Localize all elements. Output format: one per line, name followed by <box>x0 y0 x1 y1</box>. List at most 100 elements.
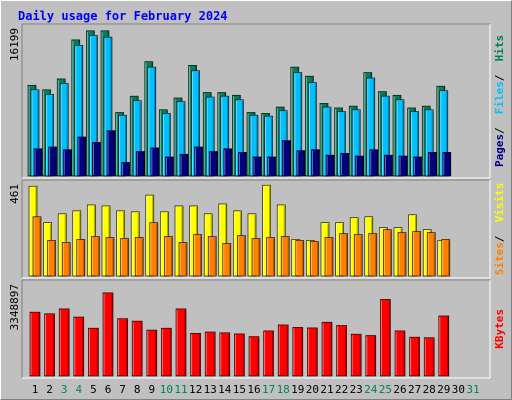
axis-label-kbytes: KBytes <box>493 309 506 349</box>
bar-sites-day-3 <box>61 242 71 277</box>
axis-label-pages: Pages <box>493 134 506 167</box>
bar-kbytes-day-11 <box>175 308 187 377</box>
axis-label-separator: / <box>493 235 506 242</box>
x-tick-day-11: 11 <box>174 383 187 396</box>
x-tick-day-22: 22 <box>335 383 348 396</box>
bar-kbytes-day-23 <box>350 333 362 377</box>
bar-sites-day-28 <box>426 232 436 277</box>
bar-kbytes-day-10 <box>161 327 172 377</box>
bar-sites-day-23 <box>353 234 363 277</box>
bar-kbytes-day-16 <box>248 336 260 377</box>
bar-pages-day-7 <box>121 162 130 177</box>
x-tick-day-30: 30 <box>452 383 465 396</box>
bar-sites-day-20 <box>310 241 319 277</box>
bar-pages-day-18 <box>281 140 291 177</box>
x-tick-day-2: 2 <box>46 383 53 396</box>
bar-pages-day-8 <box>135 151 145 177</box>
x-tick-day-21: 21 <box>320 383 333 396</box>
bar-kbytes-day-4 <box>73 316 85 377</box>
x-tick-day-12: 12 <box>189 383 202 396</box>
bar-sites-day-19 <box>295 240 305 277</box>
bar-pages-day-27 <box>413 156 422 177</box>
bar-kbytes-day-13 <box>204 331 216 377</box>
bar-kbytes-day-25 <box>380 299 391 377</box>
bar-sites-day-18 <box>280 236 290 277</box>
x-tick-day-27: 27 <box>408 383 421 396</box>
axis-label-sites: Sites <box>493 242 506 275</box>
x-tick-day-25: 25 <box>379 383 392 396</box>
bar-pages-day-9 <box>150 147 160 177</box>
bar-kbytes-day-1 <box>29 311 41 377</box>
x-tick-day-15: 15 <box>233 383 246 396</box>
x-tick-day-7: 7 <box>119 383 126 396</box>
bar-kbytes-day-19 <box>292 327 304 377</box>
bar-sites-day-5 <box>91 236 100 277</box>
x-tick-day-16: 16 <box>247 383 260 396</box>
bar-sites-day-25 <box>383 229 392 277</box>
bar-pages-day-4 <box>77 136 87 177</box>
bar-sites-day-6 <box>105 237 115 277</box>
bar-pages-day-19 <box>296 150 306 177</box>
bar-kbytes-day-27 <box>409 336 420 377</box>
bar-sites-day-1 <box>32 216 42 277</box>
x-tick-day-28: 28 <box>423 383 436 396</box>
bar-sites-day-21 <box>324 237 334 277</box>
bar-sites-day-12 <box>193 234 202 277</box>
bar-pages-day-14 <box>223 148 233 177</box>
bar-sites-day-13 <box>207 236 217 277</box>
axis-label-files: Files <box>493 81 506 114</box>
bar-sites-day-24 <box>368 233 378 277</box>
bar-kbytes-day-5 <box>88 327 99 377</box>
x-tick-day-13: 13 <box>204 383 217 396</box>
bar-sites-day-11 <box>178 242 188 277</box>
bar-sites-day-29 <box>441 239 451 277</box>
bar-pages-day-15 <box>238 152 247 177</box>
bar-pages-day-25 <box>384 154 393 177</box>
bar-sites-day-15 <box>237 235 246 277</box>
bar-kbytes-day-24 <box>365 335 377 377</box>
bar-pages-day-12 <box>194 146 203 177</box>
bar-kbytes-day-12 <box>190 333 201 377</box>
axis-label-separator: / <box>493 127 506 134</box>
bar-kbytes-day-28 <box>423 337 435 377</box>
bar-pages-day-26 <box>398 155 408 177</box>
bar-pages-day-2 <box>48 146 57 177</box>
bar-pages-day-5 <box>92 142 101 177</box>
chart-title: Daily usage for February 2024 <box>18 9 228 23</box>
x-tick-day-26: 26 <box>393 383 406 396</box>
x-tick-day-3: 3 <box>61 383 68 396</box>
bar-pages-day-13 <box>208 151 218 177</box>
bar-kbytes-day-9 <box>146 329 158 377</box>
bar-pages-day-3 <box>62 149 72 177</box>
bar-kbytes-day-17 <box>263 330 274 377</box>
x-tick-day-6: 6 <box>105 383 112 396</box>
x-tick-day-14: 14 <box>218 383 232 396</box>
bar-kbytes-day-6 <box>102 292 114 377</box>
bar-kbytes-day-29 <box>438 315 450 377</box>
bar-sites-day-22 <box>339 233 348 277</box>
bar-kbytes-day-7 <box>117 318 128 377</box>
bar-kbytes-day-14 <box>219 332 231 377</box>
bar-pages-day-6 <box>106 130 116 177</box>
bar-pages-day-24 <box>369 149 379 177</box>
bar-kbytes-day-26 <box>394 330 406 377</box>
bar-kbytes-day-8 <box>131 320 143 377</box>
y-max-label-kbytes: 3348897 <box>8 284 21 330</box>
bar-pages-day-29 <box>442 152 452 177</box>
bar-kbytes-day-3 <box>58 308 70 377</box>
bar-pages-day-20 <box>311 149 320 177</box>
axis-label-separator: / <box>493 74 506 81</box>
y-max-label-hits-files-pages: 16199 <box>8 28 21 61</box>
x-tick-day-23: 23 <box>350 383 363 396</box>
bar-kbytes-day-20 <box>307 327 318 377</box>
x-tick-day-19: 19 <box>291 383 304 396</box>
x-tick-day-31: 31 <box>466 383 479 396</box>
bar-pages-day-22 <box>340 153 349 177</box>
bar-pages-day-11 <box>179 153 189 177</box>
y-max-label-visits-sites: 461 <box>8 184 21 204</box>
bar-pages-day-17 <box>267 156 276 177</box>
x-tick-day-10: 10 <box>160 383 173 396</box>
bar-sites-day-14 <box>222 243 232 277</box>
